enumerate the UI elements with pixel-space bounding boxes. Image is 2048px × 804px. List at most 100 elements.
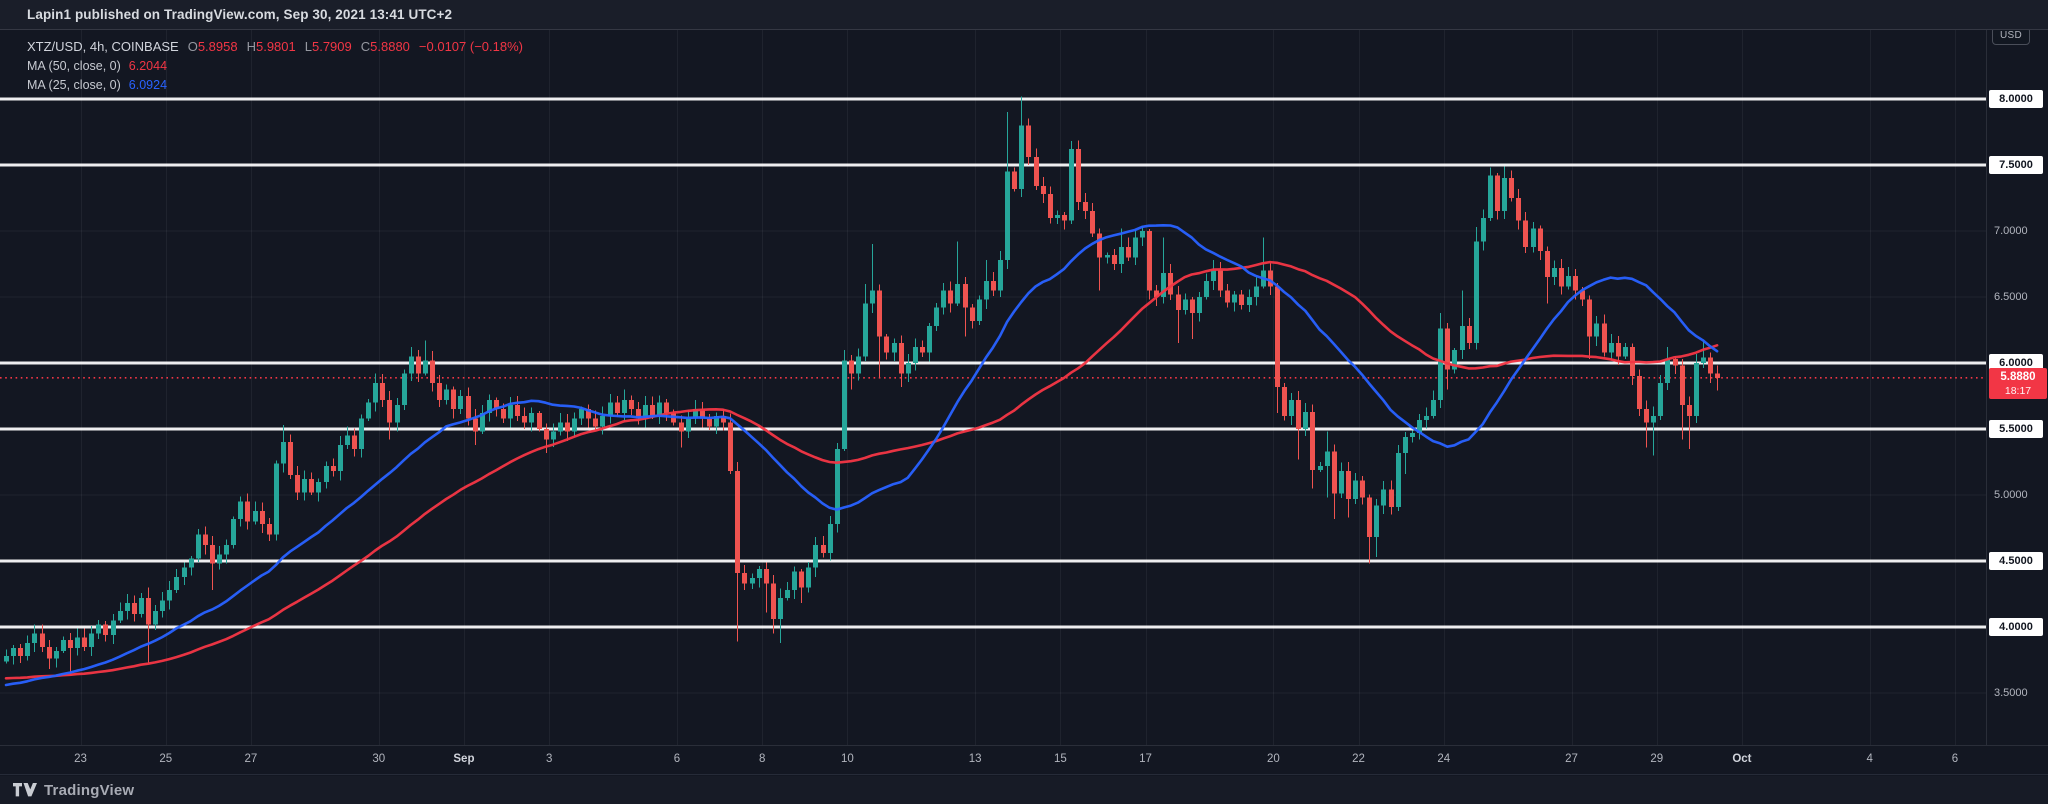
candle-body: [508, 405, 513, 419]
ohlc-open-value: 5.8958: [197, 39, 238, 54]
candle-body: [821, 545, 826, 554]
candle-body: [451, 389, 456, 410]
candle-body: [664, 402, 669, 414]
candle-body: [210, 545, 215, 564]
candle-body: [345, 435, 350, 445]
candle-body: [494, 399, 499, 410]
candle-body: [1389, 489, 1394, 507]
candle-body: [522, 415, 527, 423]
candle-body: [629, 399, 634, 410]
candle-body: [1083, 201, 1088, 212]
candle-body: [1318, 465, 1323, 470]
candle-body: [1332, 451, 1337, 494]
time-axis-label: 30: [372, 753, 386, 765]
time-axis-label: Sep: [453, 753, 475, 765]
candle-body: [47, 646, 52, 659]
candle-body: [111, 620, 116, 635]
candle-body: [96, 624, 101, 634]
candle-body: [1616, 343, 1621, 357]
candle-body: [501, 409, 506, 419]
candle-body: [565, 422, 570, 432]
brand-wordmark[interactable]: TradingView: [44, 781, 135, 799]
candle-body: [174, 576, 179, 591]
candle-body: [1119, 246, 1124, 264]
level-price-label: 5.5000: [1989, 420, 2043, 438]
ma50-label: MA (50, close, 0): [27, 58, 121, 73]
time-axis-label: 22: [1352, 753, 1365, 765]
candle-body: [1296, 399, 1301, 429]
candle-body: [281, 442, 286, 464]
candle-body: [551, 431, 556, 440]
candle-body: [1566, 275, 1571, 287]
candle-body: [324, 465, 329, 482]
ma-50-line[interactable]: [4, 260, 1719, 680]
candle-body: [1431, 399, 1436, 416]
candle-body: [1623, 347, 1628, 357]
candle-body: [742, 572, 747, 584]
candle-body: [458, 396, 463, 410]
candle-body: [18, 648, 23, 657]
candle-body: [189, 558, 194, 568]
ma-25-line[interactable]: [4, 224, 1719, 687]
candle-body: [1637, 376, 1642, 410]
ma50-value: 6.2044: [128, 58, 168, 73]
candle-body: [373, 382, 378, 403]
time-axis-label: 3: [545, 753, 553, 765]
time-axis[interactable]: 23 25 27 30 Sep 3 6 8 10 13 15 17 20 22 24 27 29 Oct 4 6: [0, 745, 2048, 775]
candle-body: [835, 448, 840, 525]
candle-body: [955, 283, 960, 304]
candle-body: [1218, 270, 1223, 291]
level-price-label: 4.5000: [1989, 552, 2043, 570]
candle-body: [771, 583, 776, 620]
candle-body: [1247, 297, 1252, 305]
candle-body: [1701, 357, 1706, 363]
candle-body: [849, 360, 854, 374]
time-axis-label: 6: [1951, 753, 1959, 765]
ma25-label: MA (25, close, 0): [27, 77, 121, 92]
candle-body: [1076, 149, 1081, 202]
candle-body: [515, 405, 520, 416]
candle-body: [1460, 326, 1465, 350]
candle-body: [1105, 254, 1110, 258]
time-axis-label: 17: [1139, 753, 1152, 765]
time-axis-label: 8: [758, 753, 766, 765]
candle-body: [1438, 328, 1443, 400]
candle-body: [998, 260, 1003, 291]
candle-body: [877, 290, 882, 337]
candle-body: [778, 597, 783, 620]
ohlc-high-label: H: [246, 39, 256, 54]
candle-body: [1168, 273, 1173, 295]
candle-body: [1069, 149, 1074, 221]
candle-body: [792, 571, 797, 591]
candle-body: [963, 283, 968, 308]
price-axis[interactable]: USD 7.0000 6.5000 5.0000 3.5000 8.0000 7.5000…: [1986, 27, 2048, 745]
candle-body: [1303, 411, 1308, 429]
ohlc-low-value: 5.7909: [311, 39, 352, 54]
candle-body: [657, 402, 662, 416]
grid-layer: [0, 30, 1986, 745]
candle-body: [352, 435, 357, 449]
candle-body: [1644, 409, 1649, 423]
candle-body: [1048, 194, 1053, 218]
candle-body: [1005, 171, 1010, 261]
candle-body: [11, 648, 16, 657]
candle-body: [1154, 290, 1159, 297]
price-chart-canvas[interactable]: [0, 30, 1986, 745]
legend-ma50-row[interactable]: MA (50, close, 0) 6.2044: [27, 56, 523, 75]
candle-body: [295, 475, 300, 493]
candle-body: [125, 603, 130, 612]
candle-body: [1367, 497, 1372, 538]
candle-body: [579, 409, 584, 419]
candle-body: [1445, 328, 1450, 370]
candle-body: [721, 415, 726, 423]
candle-body: [593, 418, 598, 427]
candle-body: [870, 290, 875, 304]
candle-body: [1275, 286, 1280, 387]
candle-body: [139, 597, 144, 614]
time-axis-label: 25: [159, 753, 173, 765]
ohlc-close-label: C: [360, 39, 371, 54]
last-price-value: 5.8880: [2000, 370, 2036, 383]
legend-ma25-row[interactable]: MA (25, close, 0) 6.0924: [27, 75, 523, 94]
